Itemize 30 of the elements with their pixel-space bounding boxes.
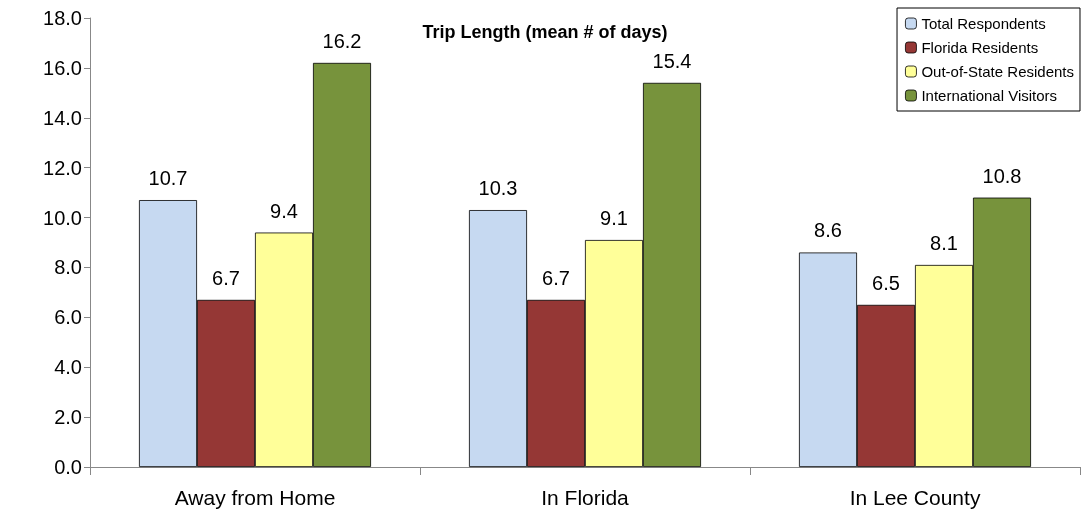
data-label: 6.7	[542, 266, 570, 289]
x-tick-label: In Florida	[541, 486, 630, 509]
x-tick-label: In Lee County	[849, 486, 981, 509]
y-tick-label: 10.0	[43, 206, 82, 229]
data-label: 10.7	[148, 167, 188, 190]
legend-label: Florida Residents	[921, 39, 1039, 56]
data-label: 6.7	[212, 266, 240, 289]
y-tick-label: 8.0	[54, 256, 82, 279]
chart-title: Trip Length (mean # of days)	[422, 22, 668, 42]
data-label: 9.1	[600, 207, 628, 230]
data-label: 8.6	[814, 219, 842, 242]
y-tick-label: 18.0	[43, 7, 82, 29]
y-tick-label: 6.0	[54, 306, 82, 329]
y-tick-label: 16.0	[43, 56, 82, 79]
y-tick-label: 0.0	[54, 456, 82, 478]
y-tick-label: 14.0	[43, 106, 82, 129]
data-label: 10.3	[478, 177, 518, 200]
y-tick-label: 2.0	[54, 406, 82, 429]
legend-label: International Visitors	[921, 87, 1058, 104]
data-label: 8.1	[930, 231, 958, 254]
data-label: 16.2	[322, 29, 362, 52]
data-label: 9.4	[270, 199, 298, 222]
legend-label: Out-of-State Residents	[921, 63, 1075, 80]
data-label: 6.5	[872, 271, 900, 294]
data-label: 10.8	[982, 164, 1022, 187]
legend-label: Total Respondents	[921, 15, 1046, 32]
data-label: 15.4	[652, 49, 692, 72]
y-tick-label: 12.0	[43, 156, 82, 179]
x-tick-label: Away from Home	[174, 486, 336, 509]
y-tick-label: 4.0	[54, 356, 82, 379]
